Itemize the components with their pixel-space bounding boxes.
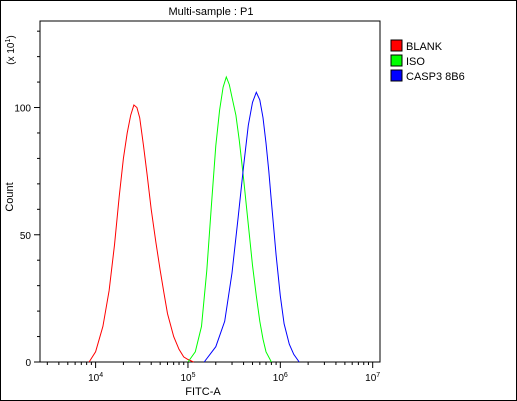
x-tick-label-2: 106 [273,372,288,384]
plot-area [39,20,381,363]
x-tick-label-1: 105 [180,372,195,384]
y-tick-label-0: 0 [25,358,31,369]
legend-swatch-2 [390,69,403,82]
x-tick-label-3: 107 [365,372,380,384]
y-tick-label-1: 50 [20,231,32,242]
series-layer [88,75,300,363]
legend-swatch-1 [390,54,403,67]
y-multiplier-prefix: (x 10 [6,42,17,65]
legend-swatch-0 [390,39,403,52]
series-line-0 [88,104,194,363]
axis-layer: 104 105 106 107 0 50 100 [14,30,380,384]
legend-label-1: ISO [406,56,425,68]
series-line-1 [187,75,272,363]
y-tick-label-2: 100 [14,104,31,115]
y-multiplier-exponent: 1 [5,39,12,43]
series-line-2 [203,91,300,363]
x-tick-label-0: 104 [88,372,103,384]
legend-label-2: CASP3 8B6 [406,71,465,83]
chart-title: Multi-sample : P1 [169,6,254,18]
legend: BLANK ISO CASP3 8B6 [390,39,465,83]
x-axis-label: FITC-A [185,386,221,398]
legend-label-0: BLANK [406,41,443,53]
y-multiplier-suffix: ) [6,35,17,38]
y-axis-label: Count [4,182,16,211]
y-multiplier-label: (x 101) [5,35,17,64]
